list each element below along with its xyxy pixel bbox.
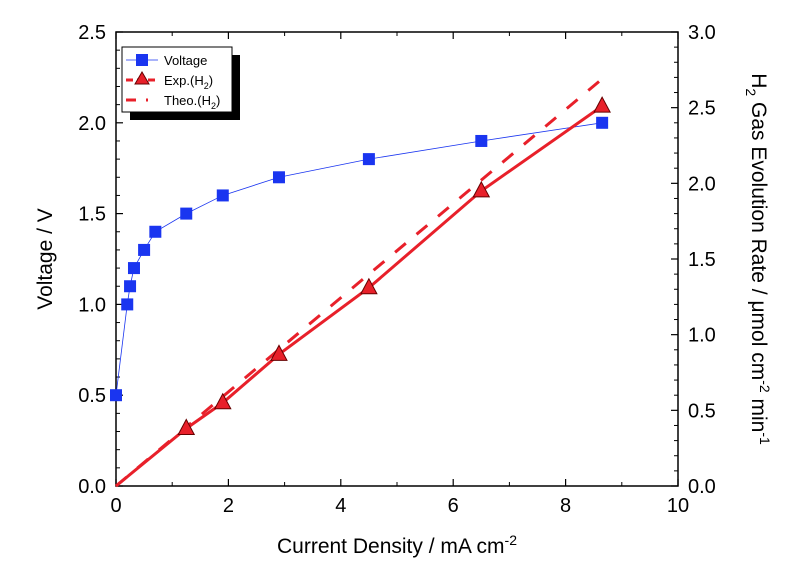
- exp-point: [472, 180, 491, 198]
- y-left-tick-label: 1.0: [78, 294, 106, 316]
- voltage-line: [115, 122, 603, 396]
- y-left-tick-label: 2.0: [78, 113, 106, 135]
- exp-point: [360, 277, 378, 295]
- theo-line: [115, 77, 604, 488]
- x-tick-label: 0: [110, 495, 121, 517]
- voltage-point: [216, 189, 229, 202]
- axes: 0 2 4 6 8 100.00.51.01.52.02.50.00.51.01.52.0…: [78, 22, 716, 517]
- y-axis-left-label: Voltage / V: [34, 208, 57, 310]
- voltage-point: [138, 243, 151, 256]
- marks: [110, 77, 611, 488]
- y-right-tick-label: 3.0: [688, 22, 716, 44]
- exp-point: [213, 392, 232, 410]
- y-left-tick-label: 1.5: [78, 204, 106, 226]
- y-left-tick-label: 2.5: [78, 22, 106, 44]
- voltage-point: [362, 153, 375, 166]
- y-right-tick-label: 1.5: [688, 249, 716, 271]
- exp-point: [270, 344, 288, 361]
- voltage-point: [475, 134, 488, 147]
- voltage-point: [596, 116, 609, 129]
- exp-point: [593, 96, 611, 113]
- y-right-tick-label: 0.0: [688, 476, 716, 498]
- voltage-point: [180, 207, 193, 220]
- voltage-point: [124, 280, 137, 293]
- legend-theo-label: Theo.(H2): [164, 93, 220, 111]
- x-tick-label: 10: [667, 495, 689, 517]
- legend: Voltage Exp.(H2) Theo.(H2): [121, 46, 240, 120]
- legend-voltage-label: Voltage: [164, 53, 207, 68]
- y-right-tick-label: 2.5: [688, 98, 716, 120]
- x-tick-label: 6: [448, 495, 459, 517]
- legend-exp-label: Exp.(H2): [164, 73, 213, 91]
- y-left-tick-label: 0.5: [78, 385, 106, 407]
- x-axis-label: Current Density / mA cm-2: [277, 532, 517, 558]
- x-tick-label: 4: [335, 495, 346, 517]
- y-left-tick-label: 0.0: [78, 476, 106, 498]
- voltage-point: [127, 262, 140, 275]
- voltage-point: [110, 389, 122, 402]
- y-axis-right-label: H2 Gas Evolution Rate / μmol cm-2 min-1: [743, 73, 773, 445]
- voltage-point: [149, 225, 162, 238]
- legend-voltage-marker: [136, 54, 148, 66]
- x-tick-label: 8: [560, 495, 571, 517]
- x-tick-label: 2: [223, 495, 234, 517]
- y-right-tick-label: 1.0: [688, 325, 716, 347]
- y-right-tick-label: 0.5: [688, 400, 716, 422]
- voltage-point: [272, 171, 285, 184]
- y-right-tick-label: 2.0: [688, 173, 716, 195]
- legend-exp-marker: [134, 71, 150, 85]
- voltage-point: [121, 298, 134, 311]
- exp-point: [177, 418, 196, 435]
